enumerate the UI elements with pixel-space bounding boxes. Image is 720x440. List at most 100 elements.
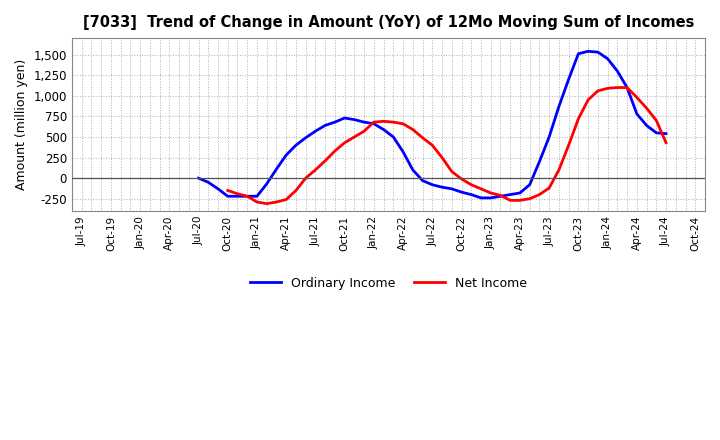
Net Income xyxy=(369,120,378,125)
Net Income xyxy=(623,85,631,90)
Net Income xyxy=(253,199,261,205)
Ordinary Income xyxy=(477,195,485,201)
Y-axis label: Amount (million yen): Amount (million yen) xyxy=(15,59,28,190)
Title: [7033]  Trend of Change in Amount (YoY) of 12Mo Moving Sum of Incomes: [7033] Trend of Change in Amount (YoY) o… xyxy=(83,15,694,30)
Ordinary Income xyxy=(467,192,476,197)
Ordinary Income xyxy=(369,121,378,126)
Ordinary Income xyxy=(457,190,466,195)
Ordinary Income xyxy=(506,192,515,197)
Ordinary Income xyxy=(584,49,593,54)
Net Income xyxy=(418,135,427,140)
Net Income xyxy=(321,158,330,164)
Ordinary Income xyxy=(292,143,300,148)
Net Income xyxy=(447,169,456,174)
Ordinary Income xyxy=(408,167,417,172)
Ordinary Income xyxy=(613,68,621,73)
Ordinary Income xyxy=(516,191,524,196)
Net Income xyxy=(506,198,515,203)
Net Income xyxy=(457,176,466,182)
Net Income xyxy=(603,86,612,91)
Net Income xyxy=(360,128,369,134)
Net Income xyxy=(389,120,397,125)
Net Income xyxy=(516,198,524,203)
Ordinary Income xyxy=(360,120,369,125)
Net Income xyxy=(302,176,310,181)
Ordinary Income xyxy=(564,77,573,82)
Net Income xyxy=(535,192,544,197)
Net Income xyxy=(341,140,349,145)
Ordinary Income xyxy=(603,56,612,61)
Net Income xyxy=(593,88,602,93)
Net Income xyxy=(272,199,281,205)
Ordinary Income xyxy=(418,178,427,183)
Ordinary Income xyxy=(311,128,320,134)
Ordinary Income xyxy=(302,135,310,140)
Net Income xyxy=(584,97,593,103)
Net Income xyxy=(330,148,339,154)
Line: Net Income: Net Income xyxy=(228,88,666,204)
Net Income xyxy=(574,116,582,121)
Ordinary Income xyxy=(214,186,222,191)
Net Income xyxy=(652,118,661,123)
Net Income xyxy=(379,119,388,124)
Net Income xyxy=(632,95,641,100)
Net Income xyxy=(642,106,651,111)
Net Income xyxy=(282,197,290,202)
Net Income xyxy=(477,186,485,191)
Ordinary Income xyxy=(662,131,670,136)
Ordinary Income xyxy=(447,186,456,191)
Ordinary Income xyxy=(399,149,408,154)
Net Income xyxy=(496,193,505,198)
Net Income xyxy=(526,196,534,202)
Net Income xyxy=(243,194,251,199)
Ordinary Income xyxy=(487,195,495,201)
Ordinary Income xyxy=(545,134,554,139)
Ordinary Income xyxy=(632,111,641,117)
Ordinary Income xyxy=(526,182,534,187)
Ordinary Income xyxy=(574,51,582,56)
Net Income xyxy=(262,201,271,206)
Legend: Ordinary Income, Net Income: Ordinary Income, Net Income xyxy=(245,272,532,295)
Ordinary Income xyxy=(535,159,544,164)
Ordinary Income xyxy=(554,104,563,109)
Ordinary Income xyxy=(438,184,446,190)
Ordinary Income xyxy=(496,194,505,199)
Net Income xyxy=(467,182,476,187)
Net Income xyxy=(223,188,232,193)
Ordinary Income xyxy=(282,152,290,158)
Ordinary Income xyxy=(272,166,281,172)
Ordinary Income xyxy=(341,115,349,121)
Net Income xyxy=(350,134,359,139)
Ordinary Income xyxy=(233,194,242,199)
Net Income xyxy=(438,155,446,160)
Net Income xyxy=(545,185,554,191)
Net Income xyxy=(408,127,417,132)
Net Income xyxy=(311,167,320,172)
Ordinary Income xyxy=(389,134,397,139)
Ordinary Income xyxy=(642,123,651,128)
Ordinary Income xyxy=(321,123,330,128)
Ordinary Income xyxy=(194,176,203,181)
Ordinary Income xyxy=(428,182,436,187)
Net Income xyxy=(487,191,495,196)
Ordinary Income xyxy=(253,194,261,199)
Ordinary Income xyxy=(262,181,271,187)
Ordinary Income xyxy=(330,120,339,125)
Ordinary Income xyxy=(350,117,359,122)
Ordinary Income xyxy=(652,130,661,136)
Net Income xyxy=(613,85,621,90)
Ordinary Income xyxy=(623,85,631,90)
Net Income xyxy=(662,140,670,145)
Net Income xyxy=(399,121,408,126)
Net Income xyxy=(564,143,573,148)
Ordinary Income xyxy=(223,194,232,199)
Net Income xyxy=(554,167,563,172)
Ordinary Income xyxy=(204,180,212,185)
Ordinary Income xyxy=(379,127,388,132)
Line: Ordinary Income: Ordinary Income xyxy=(199,51,666,198)
Net Income xyxy=(233,191,242,196)
Ordinary Income xyxy=(593,49,602,55)
Net Income xyxy=(428,143,436,148)
Ordinary Income xyxy=(243,194,251,199)
Net Income xyxy=(292,188,300,193)
